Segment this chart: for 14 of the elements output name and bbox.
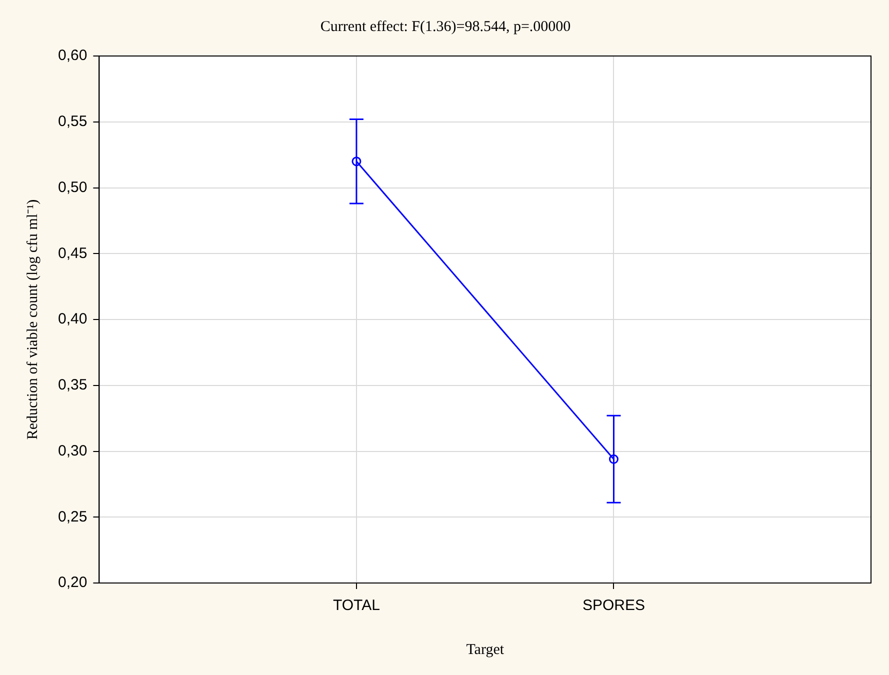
x-tick-label: SPORES <box>582 597 645 614</box>
y-tick-label: 0,60 <box>58 47 88 64</box>
y-tick-label: 0,25 <box>58 508 88 526</box>
x-axis-title: Target <box>466 642 505 658</box>
y-tick-label: 0,55 <box>58 113 88 130</box>
y-tick-label: 0,35 <box>58 376 88 394</box>
y-tick-label: 0,40 <box>58 310 88 328</box>
y-tick-label: 0,45 <box>58 244 88 262</box>
y-axis-title: Reduction of viable count (log cfu ml⁻¹) <box>24 199 41 440</box>
x-tick-label: TOTAL <box>332 597 380 614</box>
y-tick-label: 0,30 <box>58 442 88 460</box>
y-tick-label: 0,20 <box>58 574 88 592</box>
chart-title: Current effect: F(1.36)=98.544, p=.00000 <box>320 18 571 35</box>
y-tick-label: 0,50 <box>58 178 88 196</box>
